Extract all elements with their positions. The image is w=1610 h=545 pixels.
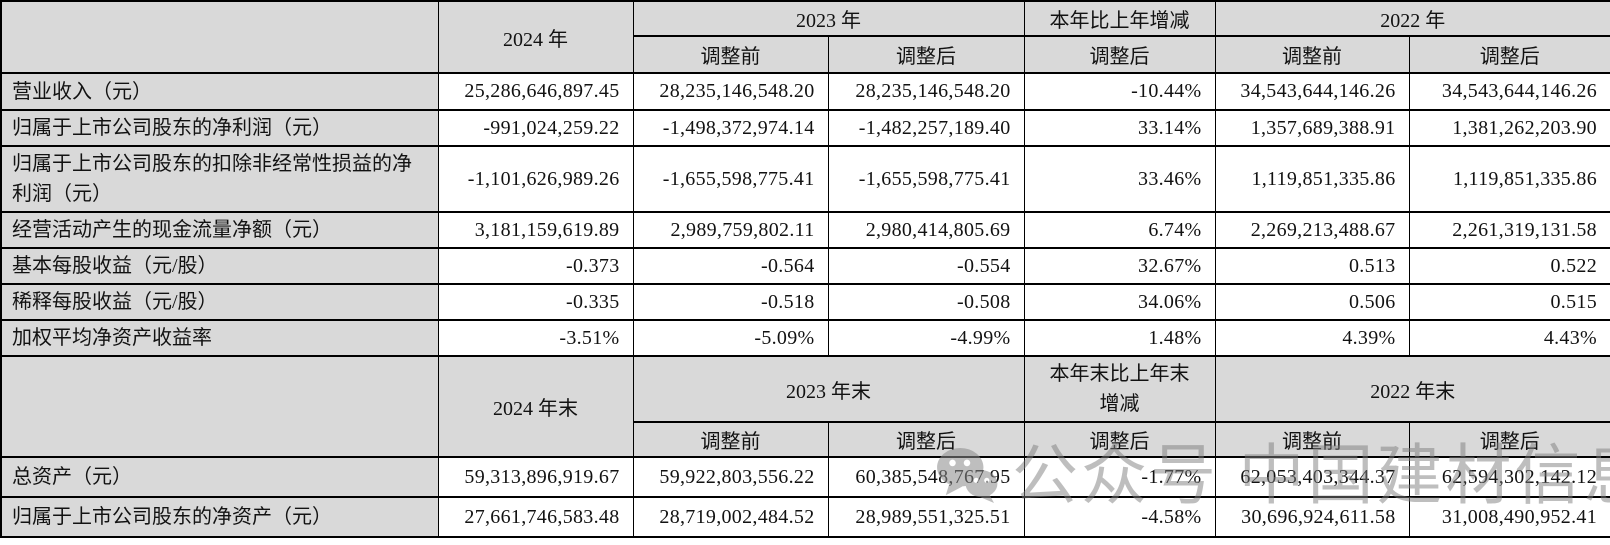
cell-2022-after: 34,543,644,146.26 <box>1408 72 1610 111</box>
cell-2023-after: 28,989,551,325.51 <box>827 496 1025 538</box>
cell-2022-after: 62,594,302,142.12 <box>1408 456 1610 498</box>
row-label: 归属于上市公司股东的扣除非经常性损益的净利润（元） <box>0 145 439 213</box>
table-row: 基本每股收益（元/股） -0.373 -0.564 -0.554 32.67% … <box>0 247 1610 285</box>
subheader-2022-before: 调整前 <box>1214 421 1410 458</box>
cell-2022-after: 2,261,319,131.58 <box>1408 211 1610 249</box>
subheader-2022-after: 调整后 <box>1408 421 1610 458</box>
table-row: 加权平均净资产收益率 -3.51% -5.09% -4.99% 1.48% 4.… <box>0 319 1610 357</box>
cell-2022-before: 30,696,924,611.58 <box>1214 496 1410 538</box>
subheader-2023-after: 调整后 <box>827 421 1025 458</box>
corner-cell <box>0 0 439 74</box>
cell-2023-before: 28,235,146,548.20 <box>632 72 829 111</box>
row-label: 归属于上市公司股东的净资产（元） <box>0 496 439 538</box>
header-2022: 2022 年 <box>1214 0 1610 37</box>
table-row: 总资产（元） 59,313,896,919.67 59,922,803,556.… <box>0 456 1610 498</box>
cell-2024: -3.51% <box>437 319 634 357</box>
cell-2022-before: 34,543,644,146.26 <box>1214 72 1410 111</box>
subheader-change-after: 调整后 <box>1023 421 1216 458</box>
row-label: 稀释每股收益（元/股） <box>0 283 439 321</box>
cell-2023-before: 28,719,002,484.52 <box>632 496 829 538</box>
header-2024-end: 2024 年末 <box>437 355 634 458</box>
cell-2023-before: 2,989,759,802.11 <box>632 211 829 249</box>
cell-2023-after: 2,980,414,805.69 <box>827 211 1025 249</box>
subheader-change-after: 调整后 <box>1023 35 1216 74</box>
cell-2023-after: -0.508 <box>827 283 1025 321</box>
subheader-2023-after: 调整后 <box>827 35 1025 74</box>
cell-2023-before: -1,655,598,775.41 <box>632 145 829 213</box>
cell-2023-after: -1,655,598,775.41 <box>827 145 1025 213</box>
cell-2023-before: -0.518 <box>632 283 829 321</box>
subheader-2022-before: 调整前 <box>1214 35 1410 74</box>
cell-change: -1.77% <box>1023 456 1216 498</box>
subheader-2022-after: 调整后 <box>1408 35 1610 74</box>
header-end-change-label: 本年末比上年末增减 <box>1049 363 1190 415</box>
table-subheader-row: 调整前 调整后 调整后 调整前 调整后 <box>1 421 1610 458</box>
header-2023: 2023 年 <box>632 0 1025 37</box>
cell-2022-before: 2,269,213,488.67 <box>1214 211 1410 249</box>
header-end-change: 本年末比上年末增减 <box>1023 355 1216 423</box>
cell-2022-before: 4.39% <box>1214 319 1410 357</box>
cell-2024: -0.335 <box>437 283 634 321</box>
cell-2023-after: 28,235,146,548.20 <box>827 72 1025 111</box>
cell-2024: 59,313,896,919.67 <box>437 456 634 498</box>
cell-2023-after: 60,385,548,767.95 <box>827 456 1025 498</box>
row-label: 营业收入（元） <box>0 72 439 111</box>
cell-2024: -1,101,626,989.26 <box>437 145 634 213</box>
cell-2022-after: 4.43% <box>1408 319 1610 357</box>
cell-2022-after: 0.522 <box>1408 247 1610 285</box>
cell-2024: 27,661,746,583.48 <box>437 496 634 538</box>
cell-change: -10.44% <box>1023 72 1216 111</box>
header-2023-end: 2023 年末 <box>632 355 1025 423</box>
cell-2022-after: 1,119,851,335.86 <box>1408 145 1610 213</box>
table-row: 稀释每股收益（元/股） -0.335 -0.518 -0.508 34.06% … <box>0 283 1610 321</box>
cell-change: 34.06% <box>1023 283 1216 321</box>
table-row: 归属于上市公司股东的扣除非经常性损益的净利润（元） -1,101,626,989… <box>0 145 1610 213</box>
row-label: 基本每股收益（元/股） <box>0 247 439 285</box>
cell-2024: 3,181,159,619.89 <box>437 211 634 249</box>
cell-2024: -991,024,259.22 <box>437 109 634 147</box>
table-row: 归属于上市公司股东的净利润（元） -991,024,259.22 -1,498,… <box>0 109 1610 147</box>
cell-change: 6.74% <box>1023 211 1216 249</box>
cell-2024: 25,286,646,897.45 <box>437 72 634 111</box>
row-label: 经营活动产生的现金流量净额（元） <box>0 211 439 249</box>
cell-2022-before: 62,053,403,344.37 <box>1214 456 1410 498</box>
corner-cell <box>0 355 439 458</box>
cell-change: 33.14% <box>1023 109 1216 147</box>
cell-2023-after: -4.99% <box>827 319 1025 357</box>
table-header-row: 2024 年 2023 年 本年比上年增减 2022 年 <box>0 0 1610 74</box>
cell-2022-before: 0.513 <box>1214 247 1410 285</box>
subheader-2023-before: 调整前 <box>632 421 829 458</box>
row-label: 总资产（元） <box>0 456 439 498</box>
cell-2022-after: 1,381,262,203.90 <box>1408 109 1610 147</box>
table-header-row: 2024 年末 2023 年末 本年末比上年末增减 2022 年末 <box>0 355 1610 458</box>
cell-2022-before: 1,119,851,335.86 <box>1214 145 1410 213</box>
cell-2023-before: 59,922,803,556.22 <box>632 456 829 498</box>
row-label: 归属于上市公司股东的净利润（元） <box>0 109 439 147</box>
cell-change: 1.48% <box>1023 319 1216 357</box>
cell-2022-after: 0.515 <box>1408 283 1610 321</box>
cell-2024: -0.373 <box>437 247 634 285</box>
cell-2023-before: -1,498,372,974.14 <box>632 109 829 147</box>
cell-2023-before: -5.09% <box>632 319 829 357</box>
cell-2023-before: -0.564 <box>632 247 829 285</box>
table-row: 经营活动产生的现金流量净额（元） 3,181,159,619.89 2,989,… <box>0 211 1610 249</box>
table-row: 营业收入（元） 25,286,646,897.45 28,235,146,548… <box>0 72 1610 111</box>
cell-2022-before: 1,357,689,388.91 <box>1214 109 1410 147</box>
cell-change: -4.58% <box>1023 496 1216 538</box>
header-2022-end: 2022 年末 <box>1214 355 1610 423</box>
header-change: 本年比上年增减 <box>1023 0 1216 37</box>
row-label: 加权平均净资产收益率 <box>0 319 439 357</box>
header-2024: 2024 年 <box>437 0 634 74</box>
cell-2022-before: 0.506 <box>1214 283 1410 321</box>
table-row: 归属于上市公司股东的净资产（元） 27,661,746,583.48 28,71… <box>0 496 1610 538</box>
cell-2022-after: 31,008,490,952.41 <box>1408 496 1610 538</box>
cell-change: 32.67% <box>1023 247 1216 285</box>
cell-change: 33.46% <box>1023 145 1216 213</box>
table-subheader-row: 调整前 调整后 调整后 调整前 调整后 <box>1 35 1610 74</box>
cell-2023-after: -0.554 <box>827 247 1025 285</box>
cell-2023-after: -1,482,257,189.40 <box>827 109 1025 147</box>
subheader-2023-before: 调整前 <box>632 35 829 74</box>
